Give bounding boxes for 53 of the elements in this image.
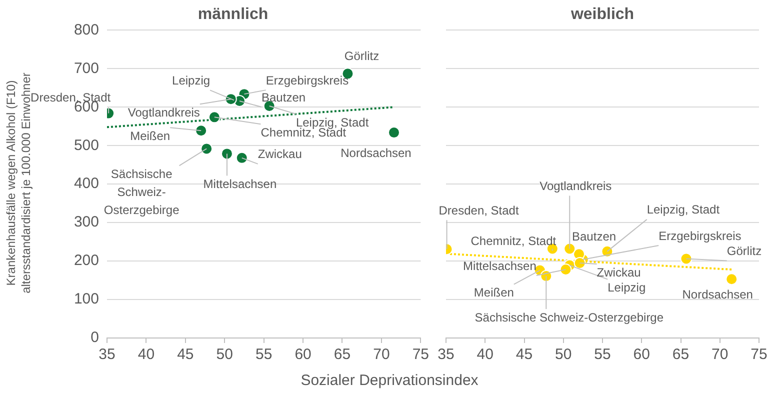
- chart-title: weiblich: [570, 6, 634, 24]
- annotation: Bautzen: [261, 90, 306, 104]
- x-tick-label: 55: [255, 346, 272, 364]
- x-tick-label: 75: [412, 346, 429, 364]
- chart-title: männlich: [198, 6, 268, 24]
- x-tick-label: 40: [476, 346, 494, 364]
- annotation: Chemnitz, Stadt: [470, 234, 557, 248]
- y-tick-label: 400: [74, 175, 99, 192]
- annotation: Görlitz: [726, 244, 762, 258]
- y-tick-label: 300: [74, 214, 99, 231]
- x-tick-label: 35: [98, 346, 116, 364]
- annotation: Sächsische Schweiz-Osterzgebirge: [104, 167, 180, 218]
- x-tick-label: 75: [750, 346, 768, 364]
- y-tick-label: 200: [74, 252, 99, 270]
- x-tick-label: 35: [438, 346, 454, 364]
- x-tick-label: 50: [216, 346, 233, 364]
- annotation: Mittelsachsen: [203, 177, 277, 192]
- x-tick-label: 50: [555, 346, 572, 364]
- annotation: Nordsachsen: [682, 287, 753, 302]
- annotation: Leipzig: [172, 74, 210, 88]
- annotation: Zwickau: [258, 147, 302, 162]
- x-tick-label: 70: [712, 346, 728, 364]
- x-tick-label: 45: [516, 346, 533, 364]
- annotation: Erzgebirgskreis: [658, 228, 742, 243]
- annotation: Zwickau: [596, 265, 641, 280]
- x-tick-label: 70: [373, 346, 390, 364]
- x-tick-label: 60: [633, 346, 650, 364]
- x-tick-label: 65: [672, 346, 690, 364]
- y-tick-label: 700: [74, 60, 99, 77]
- annotation: Görlitz: [344, 48, 380, 63]
- x-tick-label: 45: [177, 346, 194, 364]
- annotation: Nordsachsen: [340, 146, 412, 160]
- annotation: Sächsische Schweiz-Osterzgebirge: [474, 310, 664, 324]
- y-axis-title: Krankenhausfälle wegen Alkohol (F10) altersstandardisiert je 100.000 Einwohner: [4, 72, 33, 296]
- x-tick-label: 60: [294, 346, 312, 364]
- annotation: Meißen: [130, 128, 170, 143]
- annotation: Meißen: [474, 286, 514, 300]
- annotation: Mittelsachsen: [463, 258, 536, 273]
- x-tick-label: 65: [334, 346, 351, 364]
- annotation: Leipzig: [608, 280, 646, 295]
- y-tick-label: 500: [74, 136, 99, 154]
- x-tick-label: 55: [594, 346, 611, 364]
- annotation: Dresden, Stadt: [438, 203, 520, 218]
- y-tick-label: 0: [90, 329, 99, 346]
- annotation: Vogtlandkreis: [540, 179, 612, 194]
- annotation: Erzgebirgskreis: [266, 73, 349, 88]
- annotation: Bautzen: [572, 229, 616, 244]
- y-tick-label: 800: [74, 21, 99, 38]
- x-axis-title: Sozialer Deprivationsindex: [300, 372, 480, 389]
- annotation: Leipzig, Stadt: [646, 202, 720, 217]
- x-tick-label: 40: [138, 346, 155, 364]
- y-tick-label: 100: [74, 290, 99, 308]
- annotation: Vogtlandkreis: [128, 105, 200, 120]
